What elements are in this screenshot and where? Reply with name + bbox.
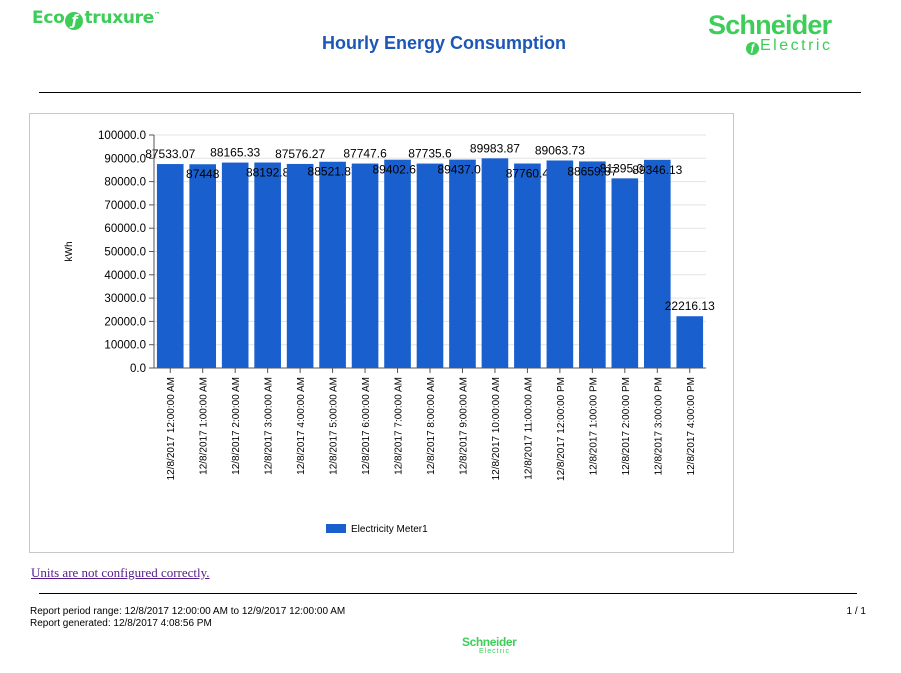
y-tick-label: 60000.0	[104, 223, 146, 235]
chart-frame: 0.0 10000.0 20000.0 30000.0 40000.0 50000.0 60…	[29, 113, 734, 553]
schneider-mark-icon: ƒ	[746, 42, 759, 55]
trademark-icon: ™	[153, 11, 160, 19]
bar-data-label: 22216.13	[665, 299, 715, 313]
x-tick-label: 12/8/2017 1:00:00 AM	[199, 377, 210, 475]
bar-data-label: 87735.6	[408, 147, 452, 161]
y-axis-title: kWh	[64, 242, 75, 262]
report-title: Hourly Energy Consumption	[321, 33, 566, 53]
y-tick-label: 70000.0	[104, 200, 146, 212]
x-tick-label: 12/8/2017 12:00:00 PM	[556, 377, 567, 481]
brand-logo-sub: Electric	[760, 37, 833, 54]
eco-logo-post: truxure	[84, 8, 154, 28]
x-tick-label: 12/8/2017 4:00:00 AM	[296, 377, 307, 475]
eco-logo-pre: Eco	[32, 8, 65, 28]
bar	[449, 159, 476, 368]
header-divider	[39, 92, 861, 93]
bar	[643, 159, 671, 368]
x-tick-label: 12/8/2017 2:00:00 PM	[621, 377, 632, 475]
units-config-link[interactable]: Units are not configured correctly.	[31, 565, 210, 580]
x-tick-label: 12/8/2017 12:00:00 AM	[166, 377, 177, 480]
legend-label: Electricity Meter1	[351, 524, 428, 535]
schneider-electric-logo: Schneider ƒ Electric	[708, 12, 852, 55]
bar	[254, 162, 281, 368]
bar	[514, 163, 541, 368]
x-tick-label: 12/8/2017 5:00:00 AM	[329, 377, 340, 475]
bar	[189, 164, 217, 368]
y-tick-label: 50000.0	[104, 247, 146, 259]
y-tick-label: 20000.0	[104, 316, 146, 328]
y-tick-label: 90000.0	[104, 153, 146, 165]
bar	[319, 161, 346, 368]
bar-data-label: 88521.87	[308, 165, 358, 179]
page-number: 1 / 1	[846, 606, 866, 617]
bar-data-label: 89346.13	[632, 163, 682, 177]
report-generated: Report generated: 12/8/2017 4:08:56 PM	[30, 618, 212, 629]
x-tick-label: 12/8/2017 11:00:00 AM	[523, 377, 534, 480]
bar-data-label: 89402.67	[372, 163, 422, 177]
bar	[351, 163, 379, 368]
x-tick-label: 12/8/2017 8:00:00 AM	[426, 377, 437, 475]
bar	[579, 161, 606, 368]
y-tick-label: 30000.0	[104, 293, 146, 305]
bar	[384, 159, 411, 368]
x-tick-label: 12/8/2017 2:00:00 AM	[231, 377, 242, 475]
bar	[416, 163, 444, 368]
footer-logo-name: Schneider	[462, 635, 517, 649]
bar	[611, 178, 639, 368]
bar-data-label: 88659.87	[567, 164, 617, 178]
bar	[221, 162, 249, 368]
x-tick-label: 12/8/2017 6:00:00 AM	[361, 377, 372, 475]
y-tick-label: 10000.0	[104, 340, 146, 352]
y-tick-label: 40000.0	[104, 270, 146, 282]
bar-data-label: 88192.8	[246, 166, 290, 180]
footer-divider	[39, 593, 857, 594]
x-tick-label: 12/8/2017 9:00:00 AM	[458, 377, 469, 475]
bar-data-label: 89063.73	[535, 143, 585, 157]
bar	[676, 316, 704, 368]
x-tick-label: 12/8/2017 7:00:00 AM	[394, 377, 405, 475]
bar	[481, 158, 509, 368]
bar-data-label: 81395.07	[600, 161, 650, 175]
bar	[286, 163, 314, 368]
x-tick-label: 12/8/2017 3:00:00 AM	[264, 377, 275, 475]
x-tick-label: 12/8/2017 3:00:00 PM	[653, 377, 664, 475]
bar-data-label: 87448	[186, 167, 220, 181]
ecostruxure-mark-icon: ƒ	[65, 12, 84, 30]
report-period-range: Report period range: 12/8/2017 12:00:00 …	[30, 606, 346, 617]
brand-logo-name: Schneider	[708, 10, 832, 40]
bar-data-label: 87533.07	[145, 147, 195, 161]
x-tick-label: 12/8/2017 10:00:00 AM	[491, 377, 502, 480]
footer-schneider-logo: Schneider Electric	[462, 635, 517, 655]
ecostruxure-logo: Eco ƒ truxure™	[32, 8, 160, 30]
footer-logo-sub: Electric	[479, 648, 510, 655]
x-tick-label: 12/8/2017 1:00:00 PM	[588, 377, 599, 475]
y-tick-label: 80000.0	[104, 177, 146, 189]
bar-data-label: 87747.6	[343, 147, 387, 161]
legend-swatch	[326, 524, 346, 533]
y-tick-label: 100000.0	[98, 130, 146, 142]
bar-data-label: 87576.27	[275, 147, 325, 161]
bar-chart: 0.0 10000.0 20000.0 30000.0 40000.0 50000.0 60…	[64, 130, 715, 535]
bar-data-label: 87760.4	[506, 167, 550, 181]
bar-data-label: 89983.87	[470, 141, 520, 155]
x-tick-label: 12/8/2017 4:00:00 PM	[686, 377, 697, 475]
y-tick-label: 0.0	[130, 363, 146, 375]
bar	[546, 160, 574, 368]
bar-data-label: 88165.33	[210, 146, 260, 160]
bar-data-label: 89437.07	[437, 163, 487, 177]
bar	[156, 164, 184, 368]
